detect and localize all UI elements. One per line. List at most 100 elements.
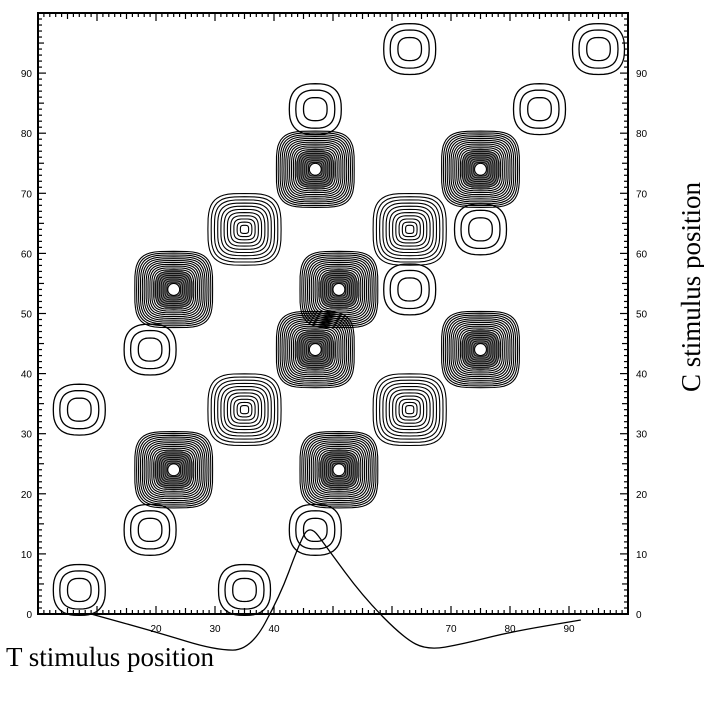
contour-center (475, 344, 487, 356)
contour-line (383, 203, 437, 256)
contour-line (68, 578, 92, 601)
contour-peak-strong (442, 311, 520, 387)
contour-line (398, 278, 422, 301)
contour-line (289, 504, 341, 555)
contour-line (384, 24, 436, 75)
contour-peak-weak (573, 24, 625, 75)
contour-line (390, 270, 429, 308)
y-tick-label-left: 10 (21, 550, 33, 561)
contour-center (168, 464, 180, 476)
y-tick-label-left: 70 (21, 189, 33, 200)
contour-line (520, 90, 559, 128)
contour-peak-weak (289, 84, 341, 135)
contour-line (233, 578, 257, 601)
contour-peak-weak (455, 204, 507, 255)
contour-line (396, 216, 424, 243)
contour-peak-medium (373, 374, 446, 446)
contour-peak-medium (208, 194, 281, 266)
contour-line (296, 511, 335, 549)
contour-line (240, 406, 248, 414)
contour-peak-weak (53, 384, 105, 435)
y-tick-label-left: 80 (21, 129, 33, 140)
contour-center (333, 284, 345, 296)
y-tick-label-left: 30 (21, 430, 33, 441)
y-tick-label-right: 50 (636, 310, 648, 321)
contour-line (138, 518, 162, 541)
contour-line (514, 84, 566, 135)
contour-peak-strong (276, 131, 354, 207)
contour-line (208, 374, 281, 446)
y-tick-label-right: 20 (636, 490, 648, 501)
contour-line (231, 216, 259, 243)
contour-line (214, 380, 274, 439)
contour-line (469, 218, 493, 241)
contour-peak-strong (276, 311, 354, 387)
contour-line (455, 204, 507, 255)
y-axis-title: C stimulus position (676, 181, 704, 392)
contour-line (587, 38, 611, 61)
contour-peak-weak (384, 264, 436, 315)
contour-line (131, 511, 170, 549)
contour-line (373, 194, 446, 266)
y-tick-label-right: 30 (636, 430, 648, 441)
x-tick-label: 90 (563, 624, 575, 635)
contour-peak-weak (514, 84, 566, 135)
contour-line (237, 222, 252, 237)
contour-line (296, 90, 335, 128)
contour-line (225, 571, 264, 609)
contour-line (402, 402, 417, 417)
contour-line (396, 396, 424, 423)
y-tick-label-left: 60 (21, 249, 33, 260)
x-tick-label: 70 (445, 624, 457, 635)
contour-line (237, 402, 252, 417)
contour-center (309, 163, 321, 175)
contour-peak-weak (289, 504, 341, 555)
contour-line (304, 518, 328, 541)
contour-center (333, 464, 345, 476)
y-tick-label-left: 40 (21, 370, 33, 381)
contour-line (60, 391, 99, 429)
contour-center (475, 163, 487, 175)
contour-line (240, 225, 248, 233)
contour-line (219, 565, 271, 616)
contour-peak-strong (300, 432, 378, 508)
contour-line (227, 213, 261, 247)
contour-line (231, 396, 259, 423)
y-tick-label-right: 70 (636, 189, 648, 200)
contour-peak-strong (442, 131, 520, 207)
contour-center (168, 284, 180, 296)
contour-line (124, 504, 176, 555)
contour-line (373, 374, 446, 446)
y-tick-label-right: 60 (636, 249, 648, 260)
contour-line (289, 84, 341, 135)
contour-peak-weak (124, 504, 176, 555)
contour-peak-strong (300, 251, 378, 327)
x-axis-title: T stimulus position (6, 642, 215, 672)
contour-line (406, 225, 414, 233)
contour-peak-medium (373, 194, 446, 266)
contour-line (304, 98, 328, 121)
contour-line (138, 338, 162, 361)
contour-line (380, 200, 440, 259)
contour-line (53, 384, 105, 435)
contour-peak-strong (135, 432, 213, 508)
contour-line (60, 571, 99, 609)
contour-line (390, 30, 429, 68)
contour-line (398, 38, 422, 61)
contour-line (461, 210, 500, 248)
contour-peak-strong (135, 251, 213, 327)
y-tick-label-right: 10 (636, 550, 648, 561)
contour-line (573, 24, 625, 75)
y-tick-label-left: 90 (21, 69, 33, 80)
contour-line (131, 331, 170, 369)
contour-peak-weak (219, 565, 271, 616)
contour-line (227, 393, 261, 427)
contour-line (124, 324, 176, 375)
y-tick-label-right: 90 (636, 69, 648, 80)
contour-line (393, 393, 427, 427)
contour-peak-weak (124, 324, 176, 375)
contour-line (384, 264, 436, 315)
contour-layer (53, 24, 624, 616)
contour-line (218, 383, 272, 436)
